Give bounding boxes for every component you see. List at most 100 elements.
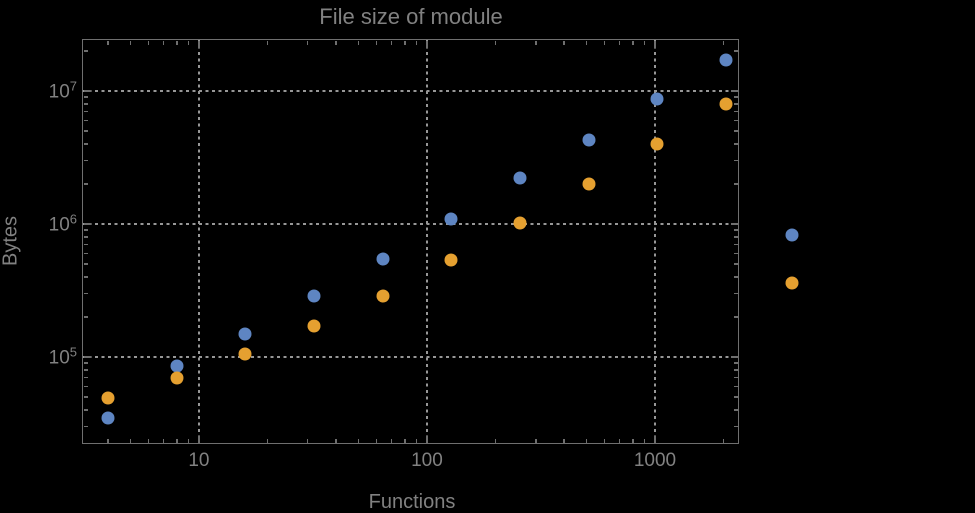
- x-tick-bottom: [162, 438, 165, 443]
- x-tick-top: [654, 40, 656, 48]
- y-axis-label: Bytes: [0, 215, 22, 267]
- y-tick-right: [733, 236, 738, 238]
- y-tick-left: [83, 236, 88, 238]
- y-tick-left: [83, 143, 88, 145]
- data-point-series-1-blue: [582, 133, 596, 147]
- y-tick-right: [733, 276, 738, 278]
- y-tick-right: [733, 409, 738, 411]
- data-point-series-2-orange: [307, 319, 321, 333]
- x-tick-bottom: [306, 438, 309, 443]
- data-point-series-1-blue: [101, 411, 115, 425]
- x-tick-top: [107, 40, 109, 45]
- x-tick-top: [335, 40, 337, 45]
- y-tick-exponent: 5: [69, 344, 77, 360]
- x-tick-bottom: [335, 438, 337, 443]
- y-tick-right: [733, 96, 738, 98]
- data-point-series-2-orange: [650, 137, 664, 151]
- data-point-series-2-orange: [785, 276, 799, 290]
- y-tick-right: [733, 103, 738, 105]
- y-tick-right: [733, 243, 738, 246]
- y-tick-right: [733, 369, 738, 371]
- x-tick-top: [162, 40, 165, 45]
- y-tick-right: [733, 362, 738, 364]
- y-tick-label: 105: [48, 344, 77, 369]
- y-tick-right: [733, 183, 738, 185]
- y-tick-left: [83, 252, 88, 255]
- x-tick-top: [147, 40, 150, 45]
- x-tick-top: [187, 40, 190, 45]
- y-tick-left: [83, 425, 88, 428]
- x-tick-top: [563, 40, 565, 45]
- y-tick-exponent: 7: [69, 78, 77, 94]
- x-tick-bottom: [390, 438, 393, 443]
- x-tick-bottom: [654, 435, 656, 443]
- data-point-series-2-orange: [376, 289, 390, 303]
- y-tick-left: [83, 385, 88, 388]
- x-tick-bottom: [603, 438, 606, 443]
- x-tick-bottom: [375, 438, 378, 443]
- y-tick-left: [83, 356, 91, 358]
- data-point-series-1-blue: [785, 228, 799, 242]
- x-tick-top: [176, 40, 178, 45]
- y-tick-right: [733, 376, 738, 379]
- y-tick-left: [83, 243, 88, 246]
- x-tick-top: [129, 40, 132, 45]
- y-tick-right: [733, 159, 738, 162]
- x-tick-top: [643, 40, 646, 45]
- y-tick-right: [733, 292, 738, 295]
- gridline-vertical: [197, 39, 200, 444]
- x-tick-label: 100: [411, 450, 443, 471]
- x-tick-bottom: [643, 438, 646, 443]
- plot-frame: [82, 39, 739, 444]
- x-tick-top: [535, 40, 537, 45]
- x-tick-top: [375, 40, 378, 45]
- y-tick-right: [733, 316, 738, 318]
- gridline-horizontal: [82, 356, 739, 359]
- y-tick-right: [733, 143, 738, 145]
- chart-title: File size of module: [319, 4, 503, 29]
- x-tick-bottom: [535, 438, 537, 443]
- x-tick-bottom: [404, 438, 406, 443]
- x-tick-bottom: [563, 438, 565, 443]
- y-tick-right: [733, 385, 738, 388]
- x-tick-bottom: [494, 438, 497, 443]
- y-tick-left: [83, 183, 88, 185]
- x-tick-top: [198, 40, 200, 48]
- x-tick-bottom: [632, 438, 634, 443]
- data-point-series-2-orange: [444, 253, 458, 267]
- y-tick-label: 106: [48, 211, 77, 236]
- data-point-series-1-blue: [376, 252, 390, 266]
- data-point-series-1-blue: [170, 359, 184, 373]
- y-tick-right: [730, 223, 738, 225]
- y-tick-left: [83, 119, 88, 122]
- x-tick-label: 1000: [633, 450, 677, 471]
- y-tick-right: [733, 252, 738, 255]
- y-tick-right: [730, 90, 738, 92]
- gridline-horizontal: [82, 223, 739, 226]
- x-tick-top: [390, 40, 393, 45]
- x-tick-top: [415, 40, 418, 45]
- x-tick-label: 10: [188, 450, 210, 471]
- y-tick-right: [733, 425, 738, 428]
- x-tick-bottom: [266, 438, 269, 443]
- x-tick-bottom: [176, 438, 178, 443]
- x-tick-bottom: [187, 438, 190, 443]
- y-tick-right: [733, 130, 738, 132]
- x-tick-bottom: [107, 438, 109, 443]
- y-tick-left: [83, 292, 88, 295]
- y-tick-left: [83, 316, 88, 318]
- y-tick-right: [733, 119, 738, 122]
- x-tick-bottom: [357, 438, 360, 443]
- gridline-horizontal: [82, 90, 739, 92]
- y-tick-exponent: 6: [69, 211, 77, 227]
- x-tick-top: [603, 40, 606, 45]
- gridline-vertical: [653, 39, 656, 444]
- y-tick-left: [83, 96, 88, 98]
- y-tick-right: [733, 229, 738, 231]
- y-tick-right: [733, 110, 738, 113]
- x-tick-top: [632, 40, 634, 45]
- y-tick-left: [83, 90, 91, 92]
- data-point-series-1-blue: [444, 212, 458, 226]
- data-point-series-2-orange: [238, 347, 252, 361]
